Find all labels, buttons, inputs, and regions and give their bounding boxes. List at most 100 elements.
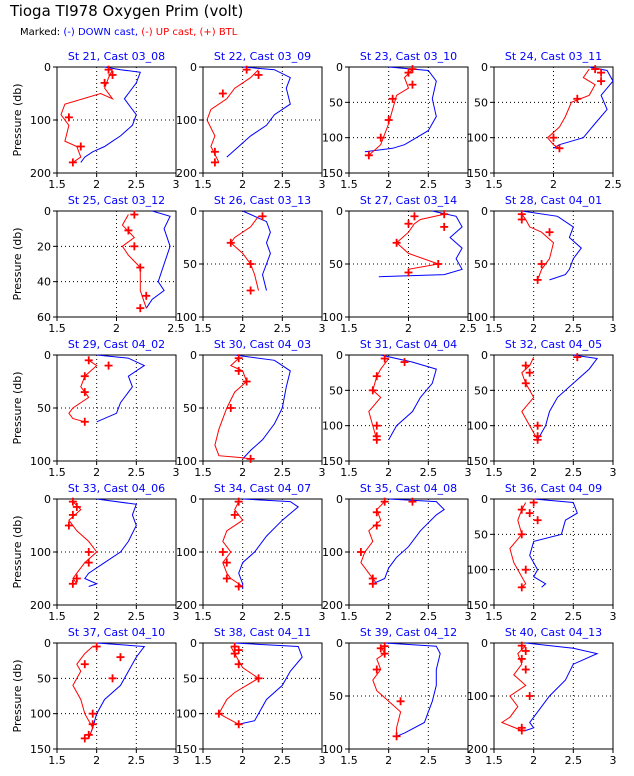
y-tick-label: 150 (467, 599, 488, 612)
x-tick-label: 3 (610, 466, 617, 479)
y-tick-label: 150 (322, 455, 343, 468)
panel-title: St 40, Cast 04_13 (505, 626, 602, 639)
btl-marker (104, 65, 113, 74)
panel-18: St 38, Cast 04_11 1.5 2 2.5 3 0 50 100 150 (176, 626, 326, 767)
y-tick-label: 150 (322, 167, 343, 180)
y-tick-label: 0 (44, 61, 51, 74)
x-tick-label: 1.5 (340, 322, 358, 335)
btl-marker (525, 692, 534, 700)
x-tick-label: 2.5 (274, 322, 292, 335)
btl-marker (533, 435, 542, 444)
plot-frame (348, 498, 469, 606)
y-tick-label: 100 (176, 708, 197, 721)
plot-frame (493, 354, 614, 462)
x-tick-label: 1.5 (485, 322, 503, 335)
panel-7: St 27, Cast 03_14 1.5 2 2.5 0 50 100 (322, 194, 477, 335)
x-tick-label: 1.5 (48, 466, 66, 479)
x-tick-label: 1.5 (194, 322, 212, 335)
x-tick-label: 1.5 (485, 178, 503, 191)
panel-20: St 40, Cast 04_13 1.5 2 2.5 3 0 100 200 (467, 626, 617, 767)
btl-marker (68, 158, 77, 167)
y-tick-label: 50 (329, 96, 343, 109)
btl-marker (533, 516, 542, 525)
down-cast-line (226, 66, 291, 158)
btl-marker (72, 502, 81, 511)
panel-title: St 33, Cast 04_06 (68, 482, 165, 495)
up-cast-line (372, 645, 402, 737)
panel-2: St 22, Cast 03_09 1.5 2 2.5 3 0 100 200 (176, 50, 326, 191)
x-tick-label: 3 (465, 754, 472, 767)
panel-13: St 33, Cast 04_06 1.5 2 2.5 3 0 100 200 Pressure… (11, 482, 180, 623)
y-tick-label: 150 (176, 743, 197, 756)
plot-frame (493, 498, 614, 606)
btl-marker (124, 226, 133, 235)
y-tick-label: 100 (467, 420, 488, 433)
figure-title: Tioga TI978 Oxygen Prim (volt) (9, 2, 243, 20)
btl-marker (573, 94, 582, 103)
y-tick-label: 200 (176, 599, 197, 612)
x-tick-label: 2.5 (459, 322, 477, 335)
y-tick-label: 50 (183, 258, 197, 271)
btl-marker (76, 142, 85, 151)
panel-9: St 29, Cast 04_02 1.5 2 2.5 3 0 50 100 Pressure … (11, 338, 180, 479)
x-tick-label: 2.5 (128, 178, 146, 191)
y-tick-label: 0 (481, 61, 488, 74)
btl-marker (64, 521, 73, 530)
btl-marker (434, 260, 443, 268)
btl-marker (408, 497, 417, 506)
x-tick-label: 2.5 (167, 322, 185, 335)
btl-marker (364, 151, 373, 160)
y-tick-label: 100 (322, 311, 343, 324)
btl-marker (258, 212, 267, 221)
btl-marker (234, 354, 243, 363)
down-cast-line (234, 354, 291, 460)
y-tick-label: 50 (474, 96, 488, 109)
btl-marker (404, 219, 413, 228)
up-cast-line (360, 501, 386, 585)
btl-marker (533, 421, 542, 430)
x-tick-label: 2 (93, 754, 100, 767)
btl-marker (116, 653, 125, 662)
y-tick-label: 50 (37, 672, 51, 685)
btl-marker (372, 508, 381, 517)
x-tick-label: 2.5 (565, 466, 583, 479)
down-cast-line (384, 642, 441, 737)
x-tick-label: 3 (465, 466, 472, 479)
x-tick-label: 2.5 (420, 610, 438, 623)
btl-marker (368, 579, 377, 588)
y-tick-label: 200 (467, 743, 488, 756)
y-tick-label: 0 (190, 61, 197, 74)
x-tick-label: 2.5 (274, 754, 292, 767)
up-cast-line (546, 68, 596, 149)
panel-title: St 22, Cast 03_09 (214, 50, 311, 63)
btl-marker (555, 144, 564, 153)
up-cast-line (521, 213, 555, 281)
y-axis-label: Pressure (db) (11, 227, 24, 300)
btl-marker (545, 228, 554, 237)
y-tick-label: 0 (336, 637, 343, 650)
btl-marker (400, 358, 409, 367)
x-tick-label: 2 (93, 610, 100, 623)
btl-marker (521, 665, 530, 674)
btl-marker (440, 222, 449, 231)
y-tick-label: 100 (176, 455, 197, 468)
y-tick-label: 0 (336, 349, 343, 362)
legend-prefix: Marked: (20, 27, 63, 38)
x-tick-label: 1.5 (194, 466, 212, 479)
panel-title: St 39, Cast 04_12 (360, 626, 457, 639)
btl-marker (396, 697, 405, 706)
panel-title: St 30, Cast 04_03 (214, 338, 311, 351)
x-tick-label: 2.5 (604, 178, 622, 191)
up-cast-line (68, 359, 98, 423)
panel-title: St 37, Cast 04_10 (68, 626, 165, 639)
x-tick-label: 1.5 (485, 466, 503, 479)
y-tick-label: 0 (481, 637, 488, 650)
btl-marker (80, 372, 89, 381)
y-tick-label: 0 (336, 493, 343, 506)
btl-marker (372, 665, 381, 674)
btl-marker (404, 68, 413, 77)
panel-title: St 26, Cast 03_13 (214, 194, 311, 207)
y-tick-label: 200 (176, 167, 197, 180)
x-tick-label: 2 (239, 178, 246, 191)
x-tick-label: 2.5 (128, 610, 146, 623)
